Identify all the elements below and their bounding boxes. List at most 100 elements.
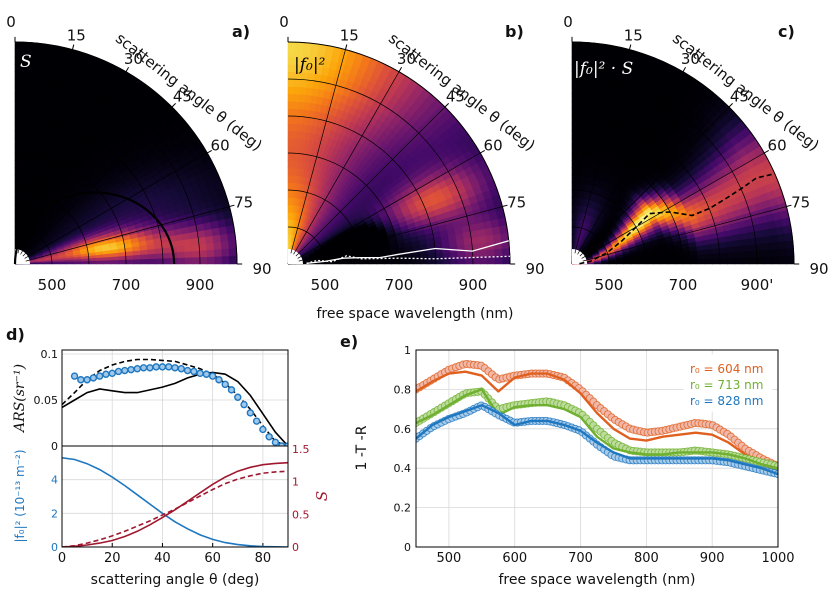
- heatmap-cell: [161, 247, 171, 255]
- heatmap-cell: [778, 248, 787, 258]
- panel-d-bottom-ylabel-left: |f₀|² (10⁻¹³ m⁻²): [13, 450, 27, 543]
- heatmap-cell: [391, 259, 400, 265]
- heatmap-cell: [450, 251, 459, 259]
- heatmap-cell: [601, 262, 610, 265]
- heatmap-cell: [147, 258, 156, 265]
- heatmap-cell: [682, 259, 691, 265]
- heatmap-cell: [571, 137, 577, 147]
- heatmap-cell: [578, 49, 588, 58]
- y-tick-label: 0.2: [394, 502, 412, 515]
- heatmap-cell: [494, 256, 503, 265]
- heatmap-cell: [586, 42, 596, 51]
- data-marker: [183, 366, 192, 375]
- heatmap-cell: [479, 256, 489, 265]
- heatmap-cell: [132, 254, 142, 261]
- heatmap-cell: [293, 100, 300, 110]
- heatmap-cell: [14, 41, 24, 50]
- heatmap-cell: [733, 245, 743, 253]
- heatmap-cell: [756, 256, 765, 265]
- x-tick-label: 600: [502, 551, 527, 566]
- x-tick-label: 20: [104, 551, 121, 566]
- panel-c-letter: c): [778, 22, 795, 41]
- heatmap-cell: [27, 71, 36, 81]
- heatmap-cell: [487, 256, 496, 265]
- heatmap-cell: [413, 259, 422, 265]
- heatmap-cell: [177, 251, 186, 259]
- angle-tick-label: 0: [6, 13, 16, 31]
- heatmap-cell: [110, 256, 119, 261]
- heatmap-cell: [21, 71, 29, 80]
- heatmap-cell: [502, 255, 511, 265]
- angle-tick: [71, 44, 75, 50]
- data-marker: [234, 393, 242, 401]
- panel-d-bottom-series: [62, 457, 288, 547]
- heatmap-cell: [229, 255, 238, 265]
- heatmap-cell: [139, 249, 149, 256]
- heatmap-cell: [332, 261, 341, 265]
- heatmap-cell: [199, 250, 208, 258]
- heatmap-cell: [696, 249, 706, 256]
- legend-entry: r₀ = 828 nm: [690, 394, 763, 408]
- heatmap-cell: [486, 249, 496, 258]
- heatmap-cell: [287, 41, 297, 50]
- y-tick-label: 0.1: [41, 348, 59, 361]
- heatmap-cell: [287, 100, 295, 110]
- wavelength-tick-label: 900': [741, 276, 774, 294]
- x-tick-label: 800: [634, 551, 659, 566]
- heatmap-cell: [44, 262, 53, 265]
- angle-tick: [344, 44, 348, 50]
- heatmap-cell: [34, 64, 44, 74]
- heatmap-cell: [748, 244, 757, 252]
- heatmap-cell: [339, 261, 348, 265]
- heatmap-cell: [747, 237, 757, 246]
- heatmap-cell: [420, 258, 429, 265]
- angle-tick-label: 15: [340, 26, 359, 44]
- heatmap-cell: [726, 252, 736, 259]
- heatmap-cell: [198, 243, 208, 252]
- heatmap-cell: [147, 253, 156, 260]
- wavelength-tick-label: 900: [459, 276, 488, 294]
- heatmap-cell: [704, 258, 713, 265]
- heatmap-cell: [125, 259, 134, 265]
- heatmap-cell: [762, 235, 772, 245]
- heatmap-cell: [734, 251, 743, 259]
- heatmap-cell: [14, 108, 21, 117]
- heatmap-cell: [593, 262, 602, 265]
- heatmap-cell: [761, 228, 771, 238]
- heatmap-cell: [29, 42, 39, 51]
- heatmap-cell: [726, 257, 736, 265]
- angle-tick-label: 15: [67, 26, 86, 44]
- heatmap-cell: [14, 93, 22, 102]
- y-tick-label-right: 1: [292, 476, 299, 489]
- heatmap-cell: [472, 250, 481, 258]
- angle-tick-label: 15: [624, 26, 643, 44]
- wavelength-tick-label: 700: [385, 276, 414, 294]
- heatmap-cell: [770, 241, 780, 251]
- heatmap-cell: [22, 41, 31, 51]
- angle-tick-label: 75: [234, 194, 253, 212]
- data-marker: [215, 376, 223, 384]
- heatmap-cell: [132, 259, 142, 265]
- heatmap-cell: [213, 249, 223, 258]
- heatmap-cell: [293, 93, 301, 102]
- data-marker: [246, 409, 255, 417]
- heatmap-cell: [287, 115, 294, 124]
- heatmap-cell: [205, 242, 215, 251]
- heatmap-cell: [470, 236, 480, 246]
- heatmap-cell: [616, 261, 625, 265]
- heatmap-cell: [593, 50, 603, 60]
- heatmap-cell: [576, 108, 584, 117]
- heatmap-cell: [763, 256, 773, 265]
- heatmap-cell: [711, 248, 720, 255]
- data-marker: [108, 369, 116, 378]
- heatmap-cell: [14, 137, 20, 147]
- heatmap-cell: [428, 258, 437, 265]
- heatmap-cell: [571, 152, 577, 161]
- heatmap-cell: [571, 78, 579, 87]
- heatmap-cell: [14, 71, 23, 80]
- heatmap-cell: [302, 42, 312, 51]
- data-marker: [265, 433, 273, 441]
- wavelength-tick-label: 700: [669, 276, 698, 294]
